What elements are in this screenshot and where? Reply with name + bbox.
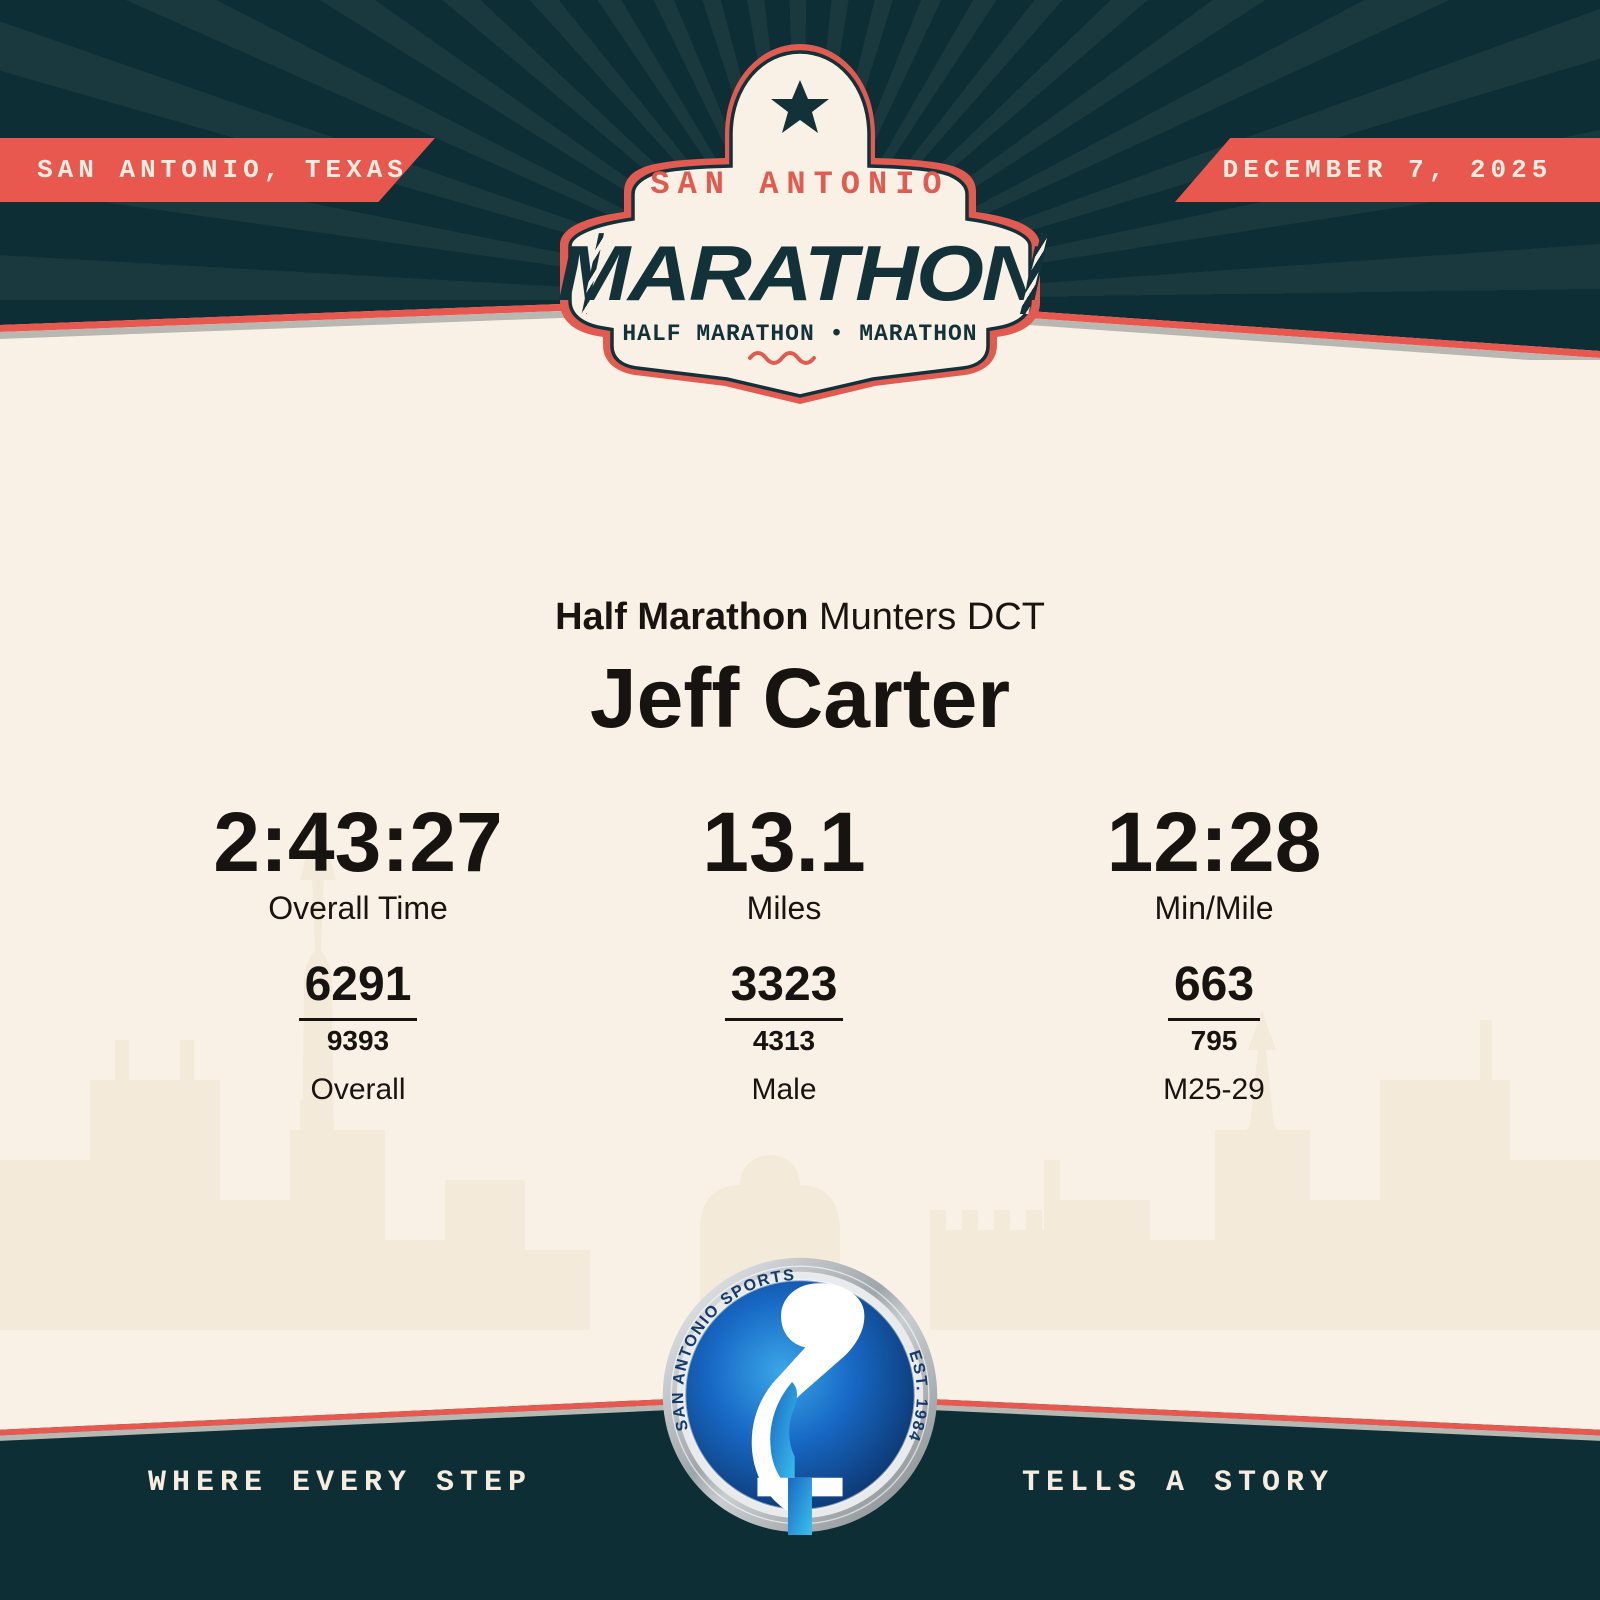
svg-text:MARATHON: MARATHON (557, 229, 1047, 317)
svg-text:HALF MARATHON • MARATHON: HALF MARATHON • MARATHON (622, 321, 977, 347)
svg-text:SAN ANTONIO: SAN ANTONIO (650, 166, 949, 203)
